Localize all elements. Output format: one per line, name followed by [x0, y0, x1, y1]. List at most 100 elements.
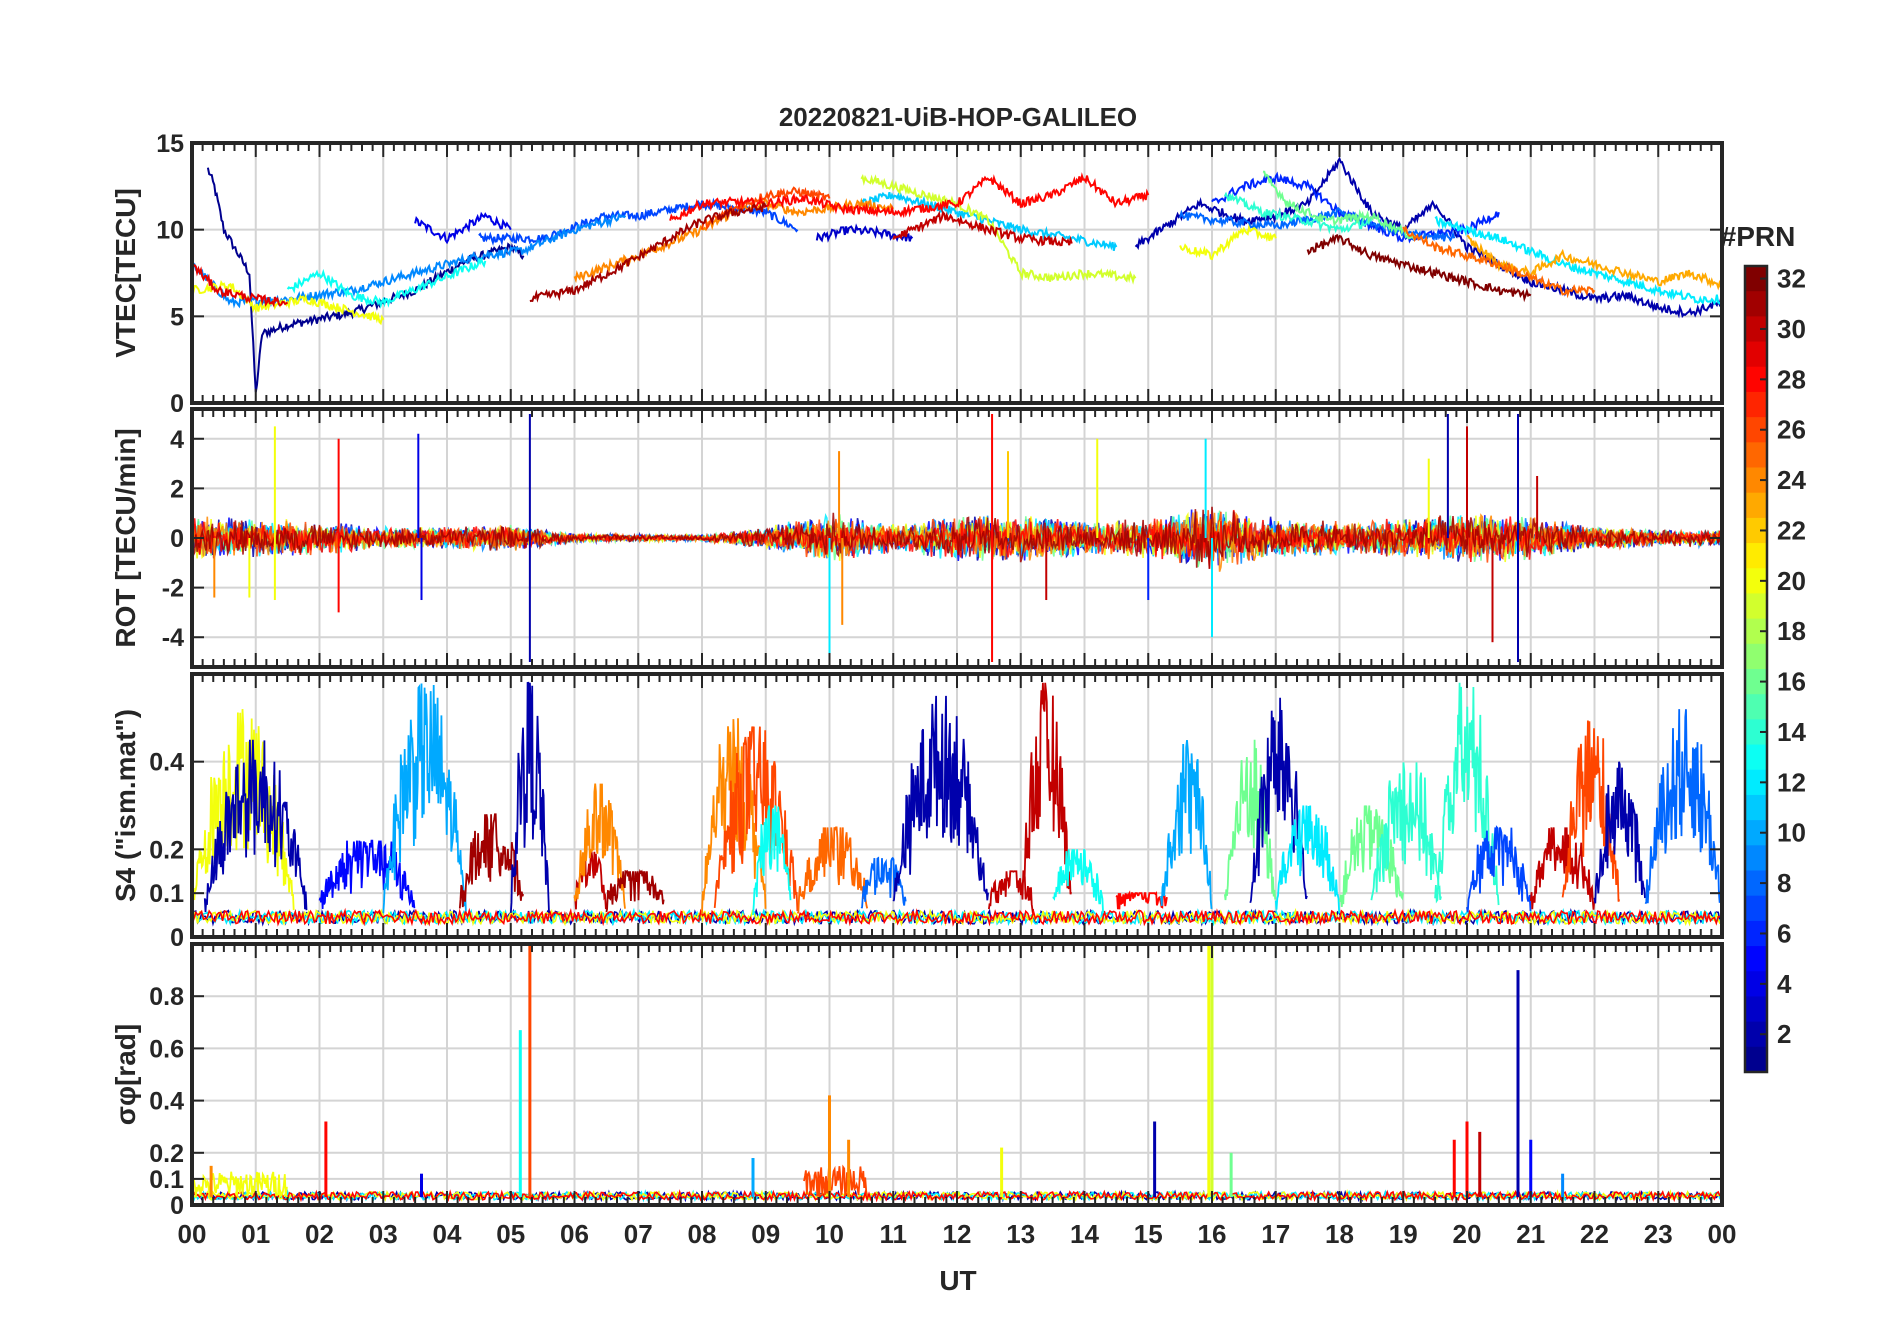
vtec-series-prn-32 — [1306, 233, 1532, 303]
colorbar-tick-label: 10 — [1777, 818, 1806, 848]
x-tick-label: 04 — [433, 1219, 462, 1249]
s4-burst-prn-2 — [509, 681, 550, 913]
s4-burst-prn-7 — [1466, 825, 1532, 913]
colorbar-tick-label: 30 — [1777, 314, 1806, 344]
data-group — [192, 681, 1722, 927]
colorbar-segment — [1745, 845, 1767, 872]
x-tick-label: 11 — [880, 1219, 908, 1249]
vtec-series-prn-25 — [1402, 224, 1596, 299]
colorbar-label: #PRN — [1721, 221, 1796, 252]
x-tick-label: 12 — [943, 1219, 972, 1249]
y-tick-label: 0 — [170, 390, 184, 418]
y-tick-label: 0 — [170, 924, 184, 952]
x-tick-label: 00 — [178, 1219, 207, 1249]
colorbar-segment — [1745, 744, 1767, 771]
y-axis-label: S4 ("ism.mat") — [110, 709, 141, 902]
s4-burst-prn-13 — [1052, 848, 1104, 914]
s4-burst-prn-25 — [796, 826, 869, 914]
colorbar-segment — [1745, 366, 1767, 393]
y-axis-label: σφ[rad] — [110, 1024, 141, 1125]
x-tick-label: 10 — [815, 1219, 844, 1249]
s4-burst-prn-10 — [1160, 740, 1213, 909]
colorbar-tick-label: 24 — [1777, 465, 1806, 495]
x-tick-label: 02 — [305, 1219, 334, 1249]
s4-burst-prn-2 — [1249, 697, 1308, 904]
colorbar-frame — [1743, 264, 1769, 1074]
vtec-series-prn-12 — [1434, 215, 1722, 306]
vtec-series-prn-30 — [892, 210, 1073, 247]
s4-burst-prn-5 — [318, 839, 416, 910]
colorbar-segment — [1745, 1046, 1767, 1073]
panel-s4: 0 0.1 0.2 0.4 S4 ("ism.mat") — [110, 672, 1724, 952]
s4-burst-prn-24 — [573, 783, 626, 909]
vtec-series-prn-29 — [192, 263, 289, 308]
y-tick-label: 10 — [156, 217, 184, 245]
s4-burst-prn-30 — [988, 870, 1035, 914]
colorbar-segment — [1745, 719, 1767, 746]
colorbar-tick-label: 8 — [1777, 868, 1791, 898]
data-group — [192, 413, 1722, 663]
colorbar-tick-label: 20 — [1777, 566, 1806, 596]
colorbar-segment — [1745, 946, 1767, 972]
s4-burst-prn-28 — [1115, 890, 1168, 910]
colorbar-segment — [1745, 694, 1767, 720]
vtec-series-prn-26 — [701, 186, 831, 231]
colorbar-segment — [1745, 971, 1767, 998]
y-tick-label: 0 — [170, 525, 184, 553]
x-tick-label: 22 — [1580, 1219, 1609, 1249]
s4-burst-prn-30 — [1529, 827, 1596, 910]
colorbar-segment — [1745, 820, 1767, 846]
y-tick-label: -2 — [162, 575, 184, 603]
x-tick-label: 17 — [1261, 1219, 1290, 1249]
vtec-series-prn-16 — [1262, 170, 1417, 241]
x-tick-label: 19 — [1389, 1219, 1418, 1249]
x-tick-label: 03 — [369, 1219, 398, 1249]
s4-burst-prn-2 — [203, 739, 308, 913]
y-tick-label: 0.1 — [149, 880, 184, 908]
y-tick-label: 0.1 — [149, 1166, 184, 1194]
vtec-series-prn-20 — [1179, 224, 1277, 261]
panel-rot: -4 -2 0 2 4 ROT [TECU/min] — [110, 407, 1724, 669]
y-tick-label: 15 — [156, 130, 184, 158]
x-tick-label: 06 — [560, 1219, 589, 1249]
s4-baseline-prn-12 — [192, 907, 1721, 927]
colorbar-tick-label: 2 — [1777, 1019, 1791, 1049]
colorbar-segment — [1745, 543, 1767, 569]
s4-burst-prn-8 — [1644, 709, 1722, 905]
colorbar-tick-label: 12 — [1777, 767, 1806, 797]
vtec-series-prn-31 — [529, 202, 767, 303]
chart-title: 20220821-UiB-HOP-GALILEO — [779, 102, 1137, 132]
colorbar-segment — [1745, 391, 1767, 418]
x-tick-label: 08 — [688, 1219, 717, 1249]
colorbar-tick-label: 26 — [1777, 415, 1806, 445]
s4-burst-prn-31 — [605, 868, 665, 913]
colorbar-segment — [1745, 442, 1767, 469]
y-tick-label: 0.6 — [149, 1035, 184, 1063]
vtec-series-prn-9 — [192, 212, 627, 309]
colorbar-segment — [1745, 870, 1767, 897]
s4-burst-prn-12 — [1274, 805, 1341, 914]
vtec-series-prn-4 — [414, 211, 512, 245]
colorbar-tick-label: 14 — [1777, 717, 1806, 747]
x-tick-label: 18 — [1325, 1219, 1354, 1249]
s4-burst-prn-24 — [701, 718, 767, 914]
x-tick-label: 07 — [624, 1219, 653, 1249]
colorbar-segment — [1745, 316, 1767, 343]
colorbar-segment — [1745, 920, 1767, 947]
colorbar-segment — [1745, 341, 1767, 368]
colorbar-segment — [1745, 417, 1767, 443]
s4-burst-prn-14 — [1434, 682, 1500, 906]
y-tick-label: 0.8 — [149, 983, 184, 1011]
y-axis-label: VTEC[TECU] — [110, 188, 141, 358]
x-tick-label: 14 — [1070, 1219, 1099, 1249]
sigma-hump-prn-20 — [192, 1171, 289, 1198]
colorbar-segment — [1745, 492, 1767, 519]
x-tick-label: 20 — [1453, 1219, 1482, 1249]
colorbar-segment — [1745, 618, 1767, 645]
colorbar-tick-label: 32 — [1777, 264, 1806, 294]
x-tick-label: 16 — [1198, 1219, 1227, 1249]
y-axis-label: ROT [TECU/min] — [110, 428, 141, 647]
vtec-series-prn-7 — [478, 197, 799, 247]
